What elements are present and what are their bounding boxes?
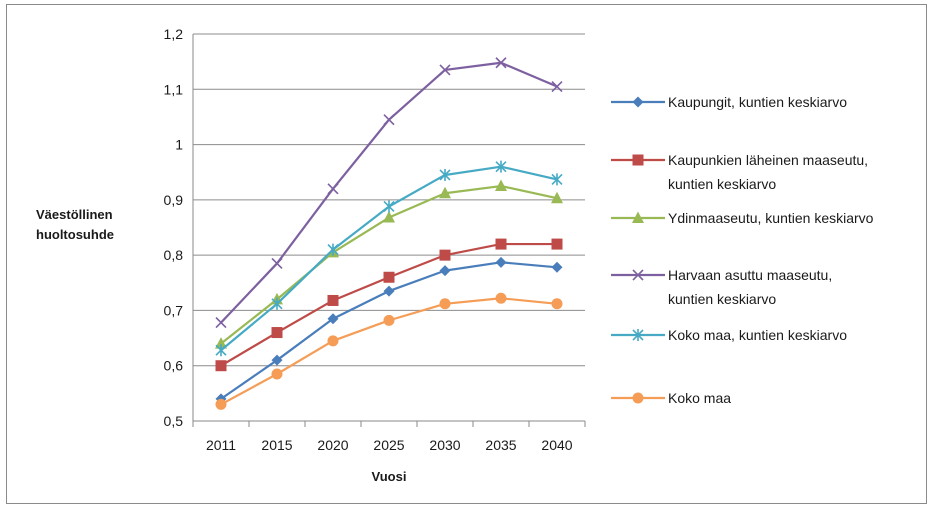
legend-label-line: Ydinmaaseutu, kuntien keskiarvo	[668, 210, 874, 226]
legend-marker	[632, 392, 644, 404]
legend-label-line: Kaupungit, kuntien keskiarvo	[668, 94, 847, 110]
data-point	[383, 314, 395, 326]
legend-marker	[632, 96, 644, 108]
y-tick-label: 0,9	[164, 192, 184, 208]
y-tick-label: 0,5	[164, 413, 184, 429]
y-axis-title-line: huoltosuhde	[36, 227, 114, 242]
data-point	[495, 179, 507, 192]
y-tick-label: 1,1	[164, 81, 184, 97]
data-point	[271, 354, 283, 366]
legend-label-line: kuntien keskiarvo	[668, 176, 776, 192]
x-axis-title: Vuosi	[372, 469, 407, 484]
y-tick-label: 0,7	[164, 302, 184, 318]
chart-frame: 0,5 0,6 0,7 0,8 0,9 1 1,1 1,2 2011 2015 2020 2025 20…	[6, 4, 927, 504]
data-point	[215, 337, 227, 349]
data-point	[327, 313, 339, 325]
data-point	[383, 285, 395, 297]
x-tick-label: 2011	[206, 437, 236, 453]
x-tick-label: 2025	[373, 437, 404, 453]
legend-label: Kaupungit, kuntien keskiarvo	[668, 94, 847, 110]
data-point	[495, 160, 507, 173]
data-point	[439, 298, 451, 310]
data-point	[327, 294, 339, 306]
data-point	[215, 317, 227, 329]
data-point	[495, 57, 507, 69]
x-tick-label: 2020	[317, 437, 348, 453]
data-point	[439, 265, 451, 277]
data-point	[551, 298, 563, 310]
legend-marker	[632, 269, 644, 281]
legend-label: Koko maa, kuntien keskiarvo	[668, 327, 847, 343]
line-chart: 0,5 0,6 0,7 0,8 0,9 1 1,1 1,2 2011 2015 2020 2025 20…	[36, 26, 874, 484]
data-point	[271, 257, 283, 270]
data-point	[439, 64, 451, 76]
y-tick-label: 0,8	[164, 247, 184, 263]
legend-marker	[632, 211, 644, 223]
data-point	[495, 256, 507, 268]
data-point	[439, 168, 451, 181]
x-tick-label: 2030	[429, 437, 460, 453]
data-point	[551, 173, 563, 186]
legend-label: Harvaan asuttu maaseutu, kuntien keskiarv…	[668, 267, 832, 307]
data-point	[215, 344, 227, 357]
data-point	[215, 360, 227, 372]
x-tick-label: 2015	[261, 437, 292, 453]
y-axis-title: Väestöllinen huoltosuhde	[36, 207, 114, 242]
data-point	[271, 368, 283, 380]
x-tick-label: 2035	[485, 437, 516, 453]
data-point	[271, 297, 283, 310]
legend-marker	[632, 329, 644, 341]
data-point	[383, 200, 395, 213]
data-point	[551, 238, 563, 250]
legend-label-line: kuntien keskiarvo	[668, 291, 776, 307]
data-point	[551, 191, 563, 204]
legend-label-line: Koko maa	[668, 390, 731, 406]
data-point	[383, 114, 395, 126]
series-line	[220, 297, 558, 406]
data-point	[271, 327, 283, 339]
data-point	[215, 398, 227, 410]
data-point	[439, 186, 451, 199]
data-point	[327, 335, 339, 347]
data-point	[495, 292, 507, 304]
series-line	[220, 61, 558, 324]
data-point	[551, 261, 563, 273]
legend-label-line: Kaupunkien läheinen maaseutu,	[668, 152, 868, 168]
legend-label-line: Harvaan asuttu maaseutu,	[668, 267, 832, 283]
data-point	[383, 271, 395, 283]
data-point	[383, 211, 395, 223]
x-tick-label: 2040	[541, 437, 572, 453]
legend-label: Kaupunkien läheinen maaseutu, kuntien kes…	[668, 152, 868, 192]
series-line	[220, 261, 558, 400]
legend-marker	[632, 154, 644, 166]
legend-label-line: Koko maa, kuntien keskiarvo	[668, 327, 847, 343]
data-point	[551, 80, 563, 93]
data-point	[439, 249, 451, 261]
legend-label: Koko maa	[668, 390, 731, 406]
legend-label: Ydinmaaseutu, kuntien keskiarvo	[668, 210, 874, 226]
y-tick-label: 1	[175, 137, 183, 153]
data-point	[327, 243, 339, 256]
y-tick-label: 0,6	[164, 358, 184, 374]
y-tick-label: 1,2	[164, 26, 184, 42]
data-point	[495, 238, 507, 250]
data-point	[327, 183, 339, 195]
y-axis-title-line: Väestöllinen	[36, 207, 113, 222]
